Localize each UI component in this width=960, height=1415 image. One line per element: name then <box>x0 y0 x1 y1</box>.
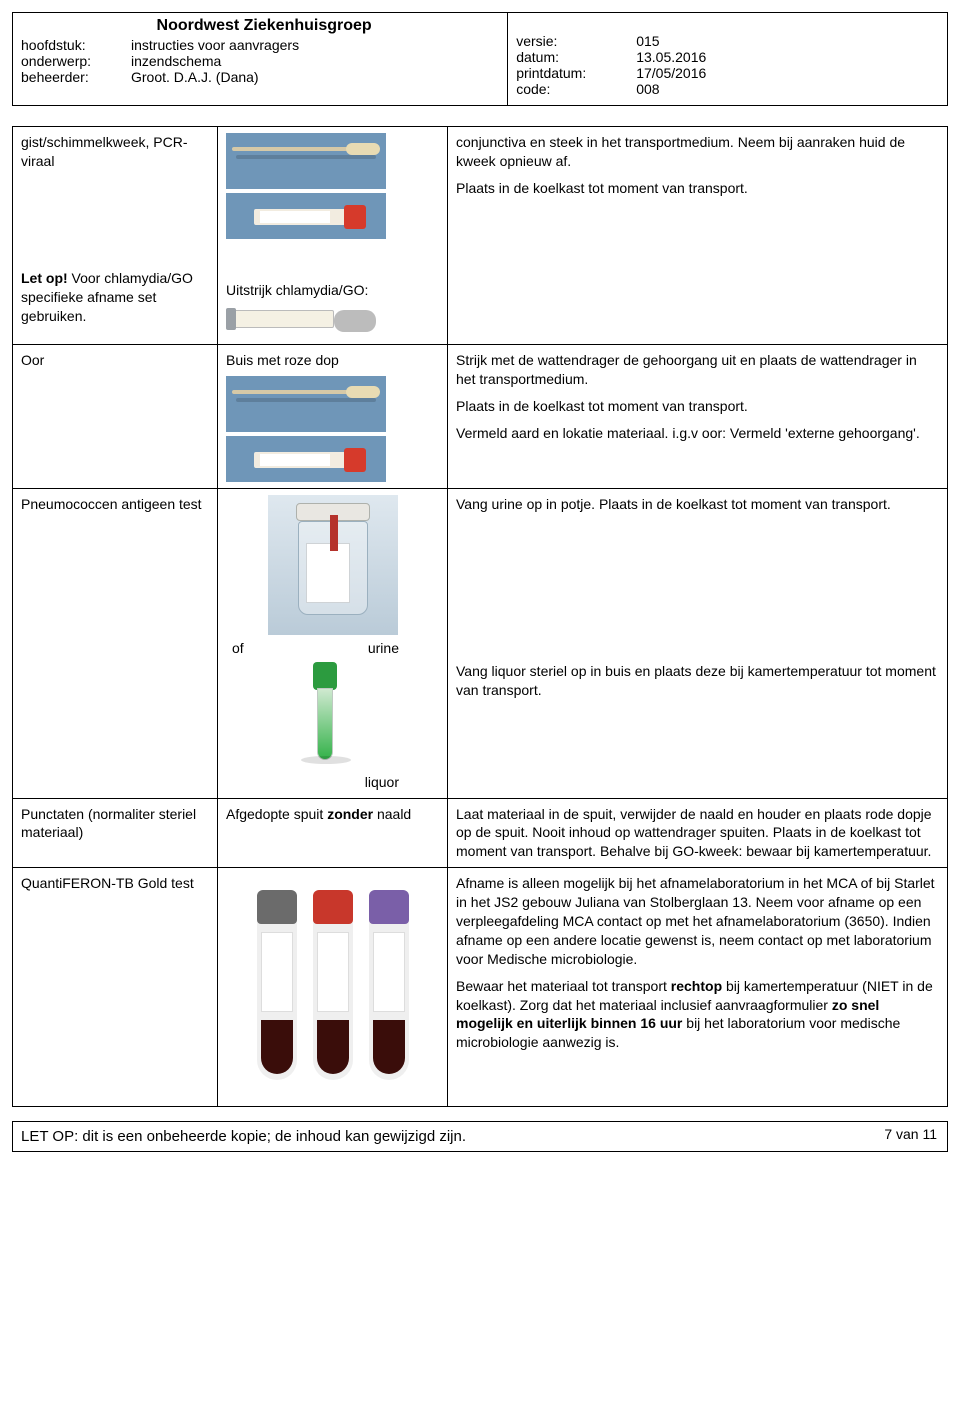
tube-redcap-image-icon <box>226 193 386 239</box>
text: Bewaar het materiaal tot transport <box>456 978 671 994</box>
value-datum: 13.05.2016 <box>636 49 939 65</box>
value-versie: 015 <box>636 33 939 49</box>
cell-text: Oor <box>13 344 218 488</box>
swab-image-icon <box>226 133 386 189</box>
cell-text: Strijk met de wattendrager de gehoorgang… <box>456 351 939 389</box>
label-beheerder: beheerder: <box>21 69 131 85</box>
table-row: Punctaten (normaliter steriel materiaal)… <box>13 798 948 868</box>
value-hoofdstuk: instructies voor aanvragers <box>131 37 507 53</box>
cell-text: Afname is alleen mogelijk bij het afname… <box>456 874 939 968</box>
label-onderwerp: onderwerp: <box>21 53 131 69</box>
header-right: versie: 015 datum: 13.05.2016 printdatum… <box>507 13 939 105</box>
tube-redcap-image-icon <box>226 436 386 482</box>
value-onderwerp: inzendschema <box>131 53 507 69</box>
emphasis: zonder <box>327 806 373 822</box>
label-printdatum: printdatum: <box>516 65 636 81</box>
instruction-table: gist/schimmelkweek, PCR-viraal Let op! V… <box>12 126 948 1107</box>
cell-text: Buis met roze dop <box>226 351 439 370</box>
label-code: code: <box>516 81 636 97</box>
label-datum: datum: <box>516 49 636 65</box>
cell-text: of <box>232 639 244 658</box>
chlamydia-tube-image-icon <box>226 300 396 338</box>
label-hoofdstuk: hoofdstuk: <box>21 37 131 53</box>
cell-text: Punctaten (normaliter steriel materiaal) <box>13 798 218 868</box>
header-left: Noordwest Ziekenhuisgroep hoofdstuk: ins… <box>21 17 507 97</box>
cell-text: liquor <box>226 773 439 792</box>
liquor-tube-image-icon <box>273 658 393 773</box>
org-title: Noordwest Ziekenhuisgroep <box>21 17 507 35</box>
cell-text: Vermeld aard en lokatie materiaal. i.g.v… <box>456 424 939 443</box>
text: naald <box>373 806 411 822</box>
emphasis: rechtop <box>671 978 722 994</box>
value-beheerder: Groot. D.A.J. (Dana) <box>131 69 507 85</box>
cell-text: Vang urine op in potje. Plaats in de koe… <box>456 495 939 514</box>
cell-text: conjunctiva en steek in het transportmed… <box>456 133 939 171</box>
text: Afgedopte spuit <box>226 806 327 822</box>
label-versie: versie: <box>516 33 636 49</box>
document-footer: 7 van 11 LET OP: dit is een onbeheerde k… <box>12 1121 948 1152</box>
emphasis: Let op! <box>21 270 68 286</box>
quantiferon-tubes-image-icon <box>243 880 423 1100</box>
cell-text: Plaats in de koelkast tot moment van tra… <box>456 179 939 198</box>
cell-text: Let op! Voor chlamydia/GO specifieke afn… <box>21 269 209 326</box>
table-row: QuantiFERON-TB Gold test Afname is allee… <box>13 868 948 1107</box>
cell-text: Plaats in de koelkast tot moment van tra… <box>456 397 939 416</box>
cell-text: QuantiFERON-TB Gold test <box>13 868 218 1107</box>
urine-cup-image-icon <box>268 495 398 635</box>
page-number: 7 van 11 <box>884 1126 937 1142</box>
swab-image-icon <box>226 376 386 432</box>
cell-text: Vang liquor steriel op in buis en plaats… <box>456 662 939 700</box>
cell-text: Laat materiaal in de spuit, verwijder de… <box>448 798 948 868</box>
value-printdatum: 17/05/2016 <box>636 65 939 81</box>
table-row: gist/schimmelkweek, PCR-viraal Let op! V… <box>13 127 948 345</box>
document-header: Noordwest Ziekenhuisgroep hoofdstuk: ins… <box>12 12 948 106</box>
table-row: Oor Buis met roze dop Strijk met de watt… <box>13 344 948 488</box>
footer-warning: LET OP: dit is een onbeheerde kopie; de … <box>21 1128 939 1145</box>
cell-text: Bewaar het materiaal tot transport recht… <box>456 977 939 1053</box>
table-row: Pneumococcen antigeen test of urine liqu… <box>13 488 948 798</box>
cell-text: Pneumococcen antigeen test <box>13 488 218 798</box>
cell-text: Uitstrijk chlamydia/GO: <box>226 281 439 300</box>
cell-text: urine <box>368 639 399 658</box>
cell-text: gist/schimmelkweek, PCR-viraal <box>21 133 209 171</box>
value-code: 008 <box>636 81 939 97</box>
